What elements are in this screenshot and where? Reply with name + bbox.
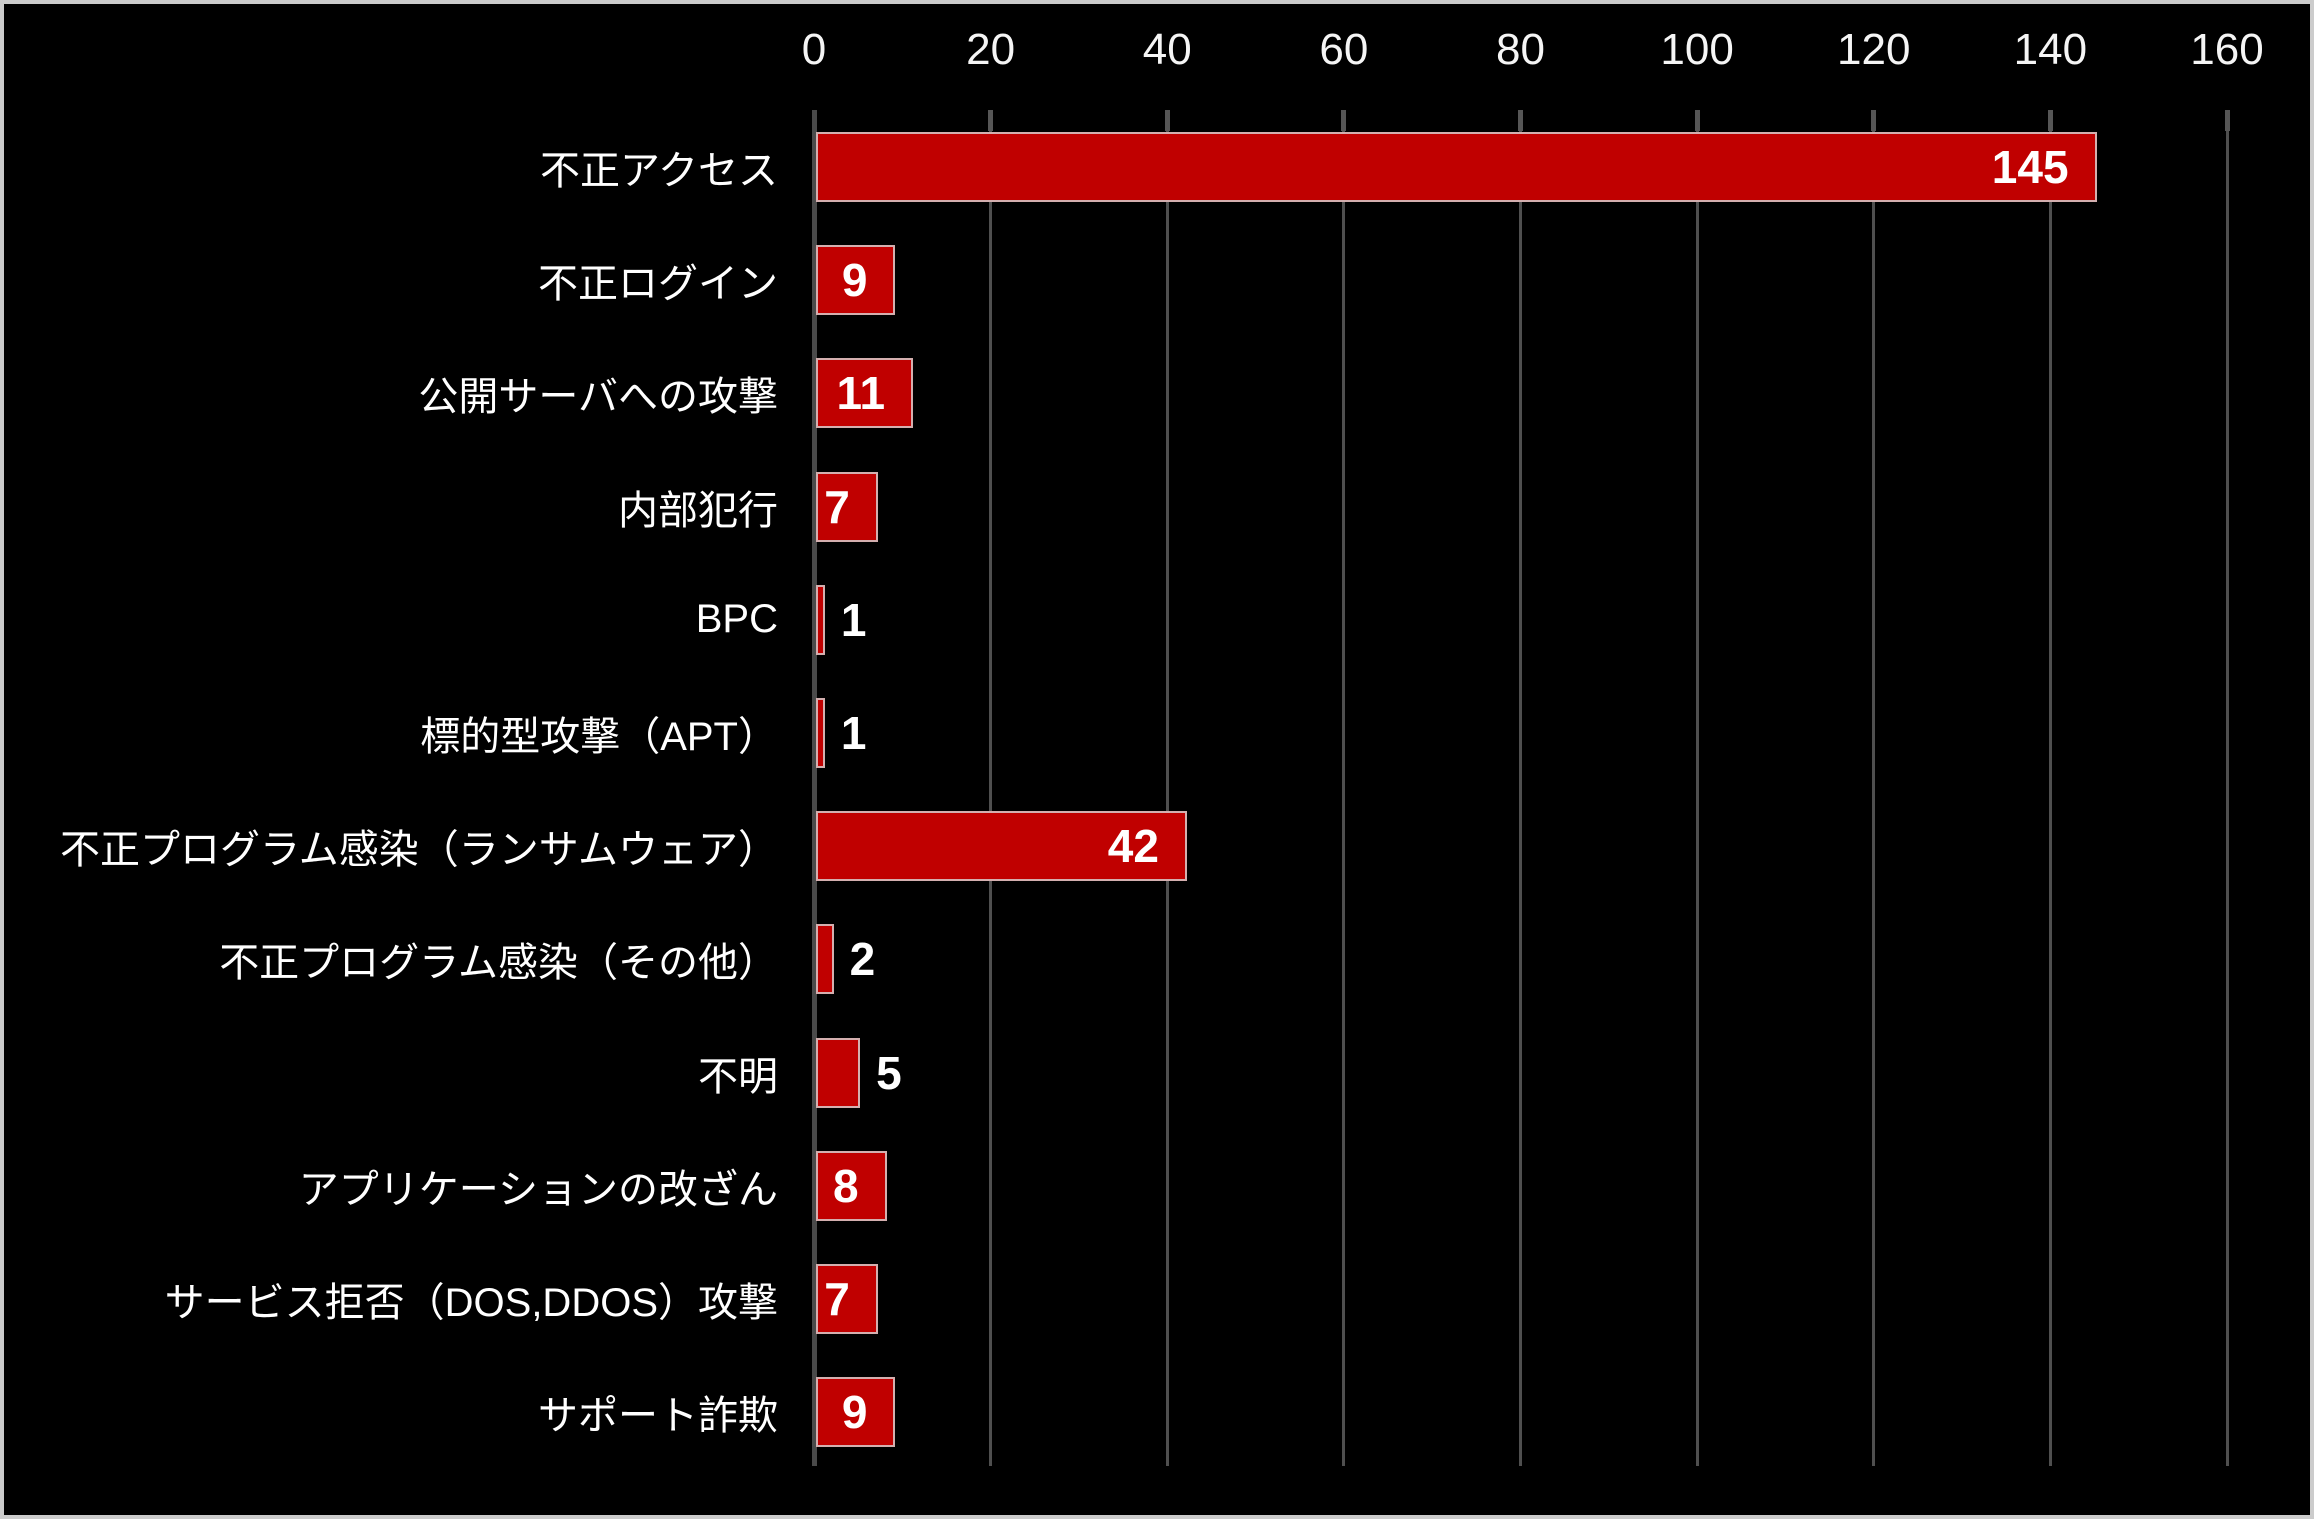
bar-value-label: 145 <box>1991 141 2069 193</box>
category-label: 不正プログラム感染（その他） <box>219 941 778 986</box>
bar: 145 <box>816 132 2097 202</box>
bar-value-label: 1 <box>840 707 867 759</box>
x-gridline <box>1165 110 1169 1466</box>
bar-value-label: 5 <box>876 1046 902 1099</box>
x-gridline <box>1519 110 1522 1466</box>
category-label: 不正プログラム感染（ランサムウェア） <box>60 828 778 873</box>
bar-value-label: 7 <box>824 1273 850 1325</box>
bar-value-label: 7 <box>824 480 850 533</box>
x-axis-tick-label: 160 <box>2190 25 2264 74</box>
bar-value-label: 42 <box>1107 820 1159 873</box>
x-gridline <box>1342 110 1346 1466</box>
x-axis-tick <box>1164 110 1170 131</box>
category-label: 標的型攻撃（APT） <box>420 715 778 759</box>
x-axis-tick-label: 60 <box>1319 25 1369 74</box>
x-axis-tick-label: 40 <box>1142 25 1192 74</box>
x-axis-tick <box>988 110 994 131</box>
x-gridline <box>2225 110 2229 1466</box>
x-axis-tick <box>1518 110 1523 131</box>
x-axis-tick <box>2047 110 2053 131</box>
x-axis-tick-label: 0 <box>801 25 827 74</box>
bar: 11 <box>816 358 914 429</box>
x-axis-tick <box>1694 110 1700 131</box>
x-axis-tick-label: 140 <box>2013 25 2088 74</box>
bar-value-label: 9 <box>841 1386 868 1439</box>
category-label: BPC <box>695 597 778 642</box>
bar: 42 <box>816 811 1187 882</box>
category-label: サービス拒否（DOS,DDOS）攻撃 <box>164 1281 778 1325</box>
bar <box>816 1037 861 1108</box>
category-label: 内部犯行 <box>618 488 778 533</box>
x-gridline <box>1695 110 1699 1466</box>
bar: 7 <box>816 1264 878 1334</box>
x-gridline <box>1872 110 1876 1466</box>
x-axis-tick-label: 120 <box>1837 25 1911 74</box>
category-label: アプリケーションの改ざん <box>298 1167 778 1212</box>
x-gridline <box>2048 110 2052 1466</box>
bar-value-label: 2 <box>849 933 876 986</box>
category-label: 不明 <box>698 1054 778 1099</box>
x-axis-tick-label: 80 <box>1496 25 1545 74</box>
bar: 8 <box>816 1150 887 1221</box>
category-label: 不正ログイン <box>538 262 778 307</box>
bar: 7 <box>816 471 878 542</box>
bar-value-label: 11 <box>836 367 886 420</box>
category-label: サポート詐欺 <box>538 1394 778 1439</box>
category-axis-line <box>811 110 817 1466</box>
bar-value-label: 8 <box>833 1159 859 1212</box>
bar-value-label: 1 <box>840 593 867 646</box>
bar <box>816 584 825 655</box>
bar <box>816 924 834 995</box>
bar: 9 <box>816 245 896 316</box>
x-axis-tick <box>2224 110 2230 131</box>
x-axis-tick-label: 100 <box>1660 25 1734 74</box>
bar: 9 <box>816 1377 896 1448</box>
bar <box>816 698 825 768</box>
category-label: 公開サーバへの攻撃 <box>418 375 778 420</box>
x-axis-tick-label: 20 <box>966 25 1016 74</box>
x-axis-tick <box>1871 110 1877 131</box>
x-axis-tick <box>1341 110 1347 131</box>
x-gridline <box>989 110 993 1466</box>
category-label: 不正アクセス <box>540 149 778 193</box>
bar-value-label: 9 <box>841 254 868 307</box>
